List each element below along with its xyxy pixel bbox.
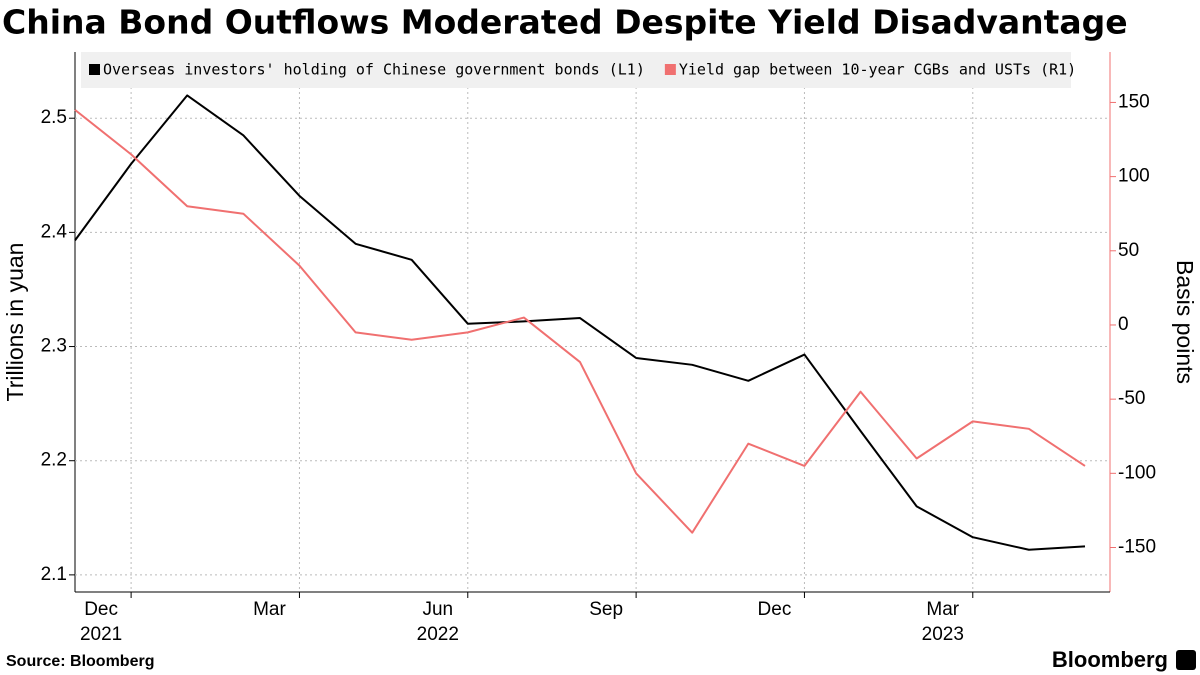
x-year-label: 2023 <box>922 624 964 645</box>
y2-tick-label: -100 <box>1118 462 1156 483</box>
x-tick-label: Dec <box>758 599 792 620</box>
y2-tick-label: 100 <box>1118 166 1150 187</box>
x-tick-label: Mar <box>253 599 286 620</box>
y2-axis-label: Basis points <box>1172 260 1198 384</box>
y-tick-label: 2.4 <box>41 221 68 242</box>
y2-tick-label: -150 <box>1118 537 1156 558</box>
x-year-label: 2021 <box>80 624 122 645</box>
legend-box <box>81 52 1071 88</box>
series-line <box>74 94 1086 551</box>
y-tick-label: 2.5 <box>41 107 67 128</box>
series-line <box>74 109 1086 534</box>
source: Source: Bloomberg <box>6 653 154 670</box>
legend-swatch <box>664 64 676 75</box>
y2-tick-label: 50 <box>1118 240 1139 261</box>
y2-tick-label: 0 <box>1118 314 1129 335</box>
chart-title: China Bond Outflows Moderated Despite Yi… <box>2 3 1128 42</box>
brand: Bloomberg <box>1052 647 1168 672</box>
x-tick-label: Sep <box>589 599 623 620</box>
x-tick-label: Mar <box>926 599 959 620</box>
y-tick-label: 2.1 <box>41 564 67 585</box>
legend-label: Overseas investors' holding of Chinese g… <box>103 61 645 79</box>
brand-icon <box>1176 650 1196 670</box>
x-year-label: 2022 <box>417 624 459 645</box>
y2-tick-label: -50 <box>1118 388 1145 409</box>
y-axis-label: Trillions in yuan <box>2 243 28 402</box>
y2-tick-label: 150 <box>1118 91 1150 112</box>
y-tick-label: 2.2 <box>41 450 67 471</box>
legend-label: Yield gap between 10-year CGBs and USTs … <box>679 61 1076 79</box>
x-tick-label: Jun <box>422 599 453 620</box>
y-tick-label: 2.3 <box>41 336 67 357</box>
x-tick-label: Dec <box>84 599 118 620</box>
legend-swatch <box>89 64 100 75</box>
